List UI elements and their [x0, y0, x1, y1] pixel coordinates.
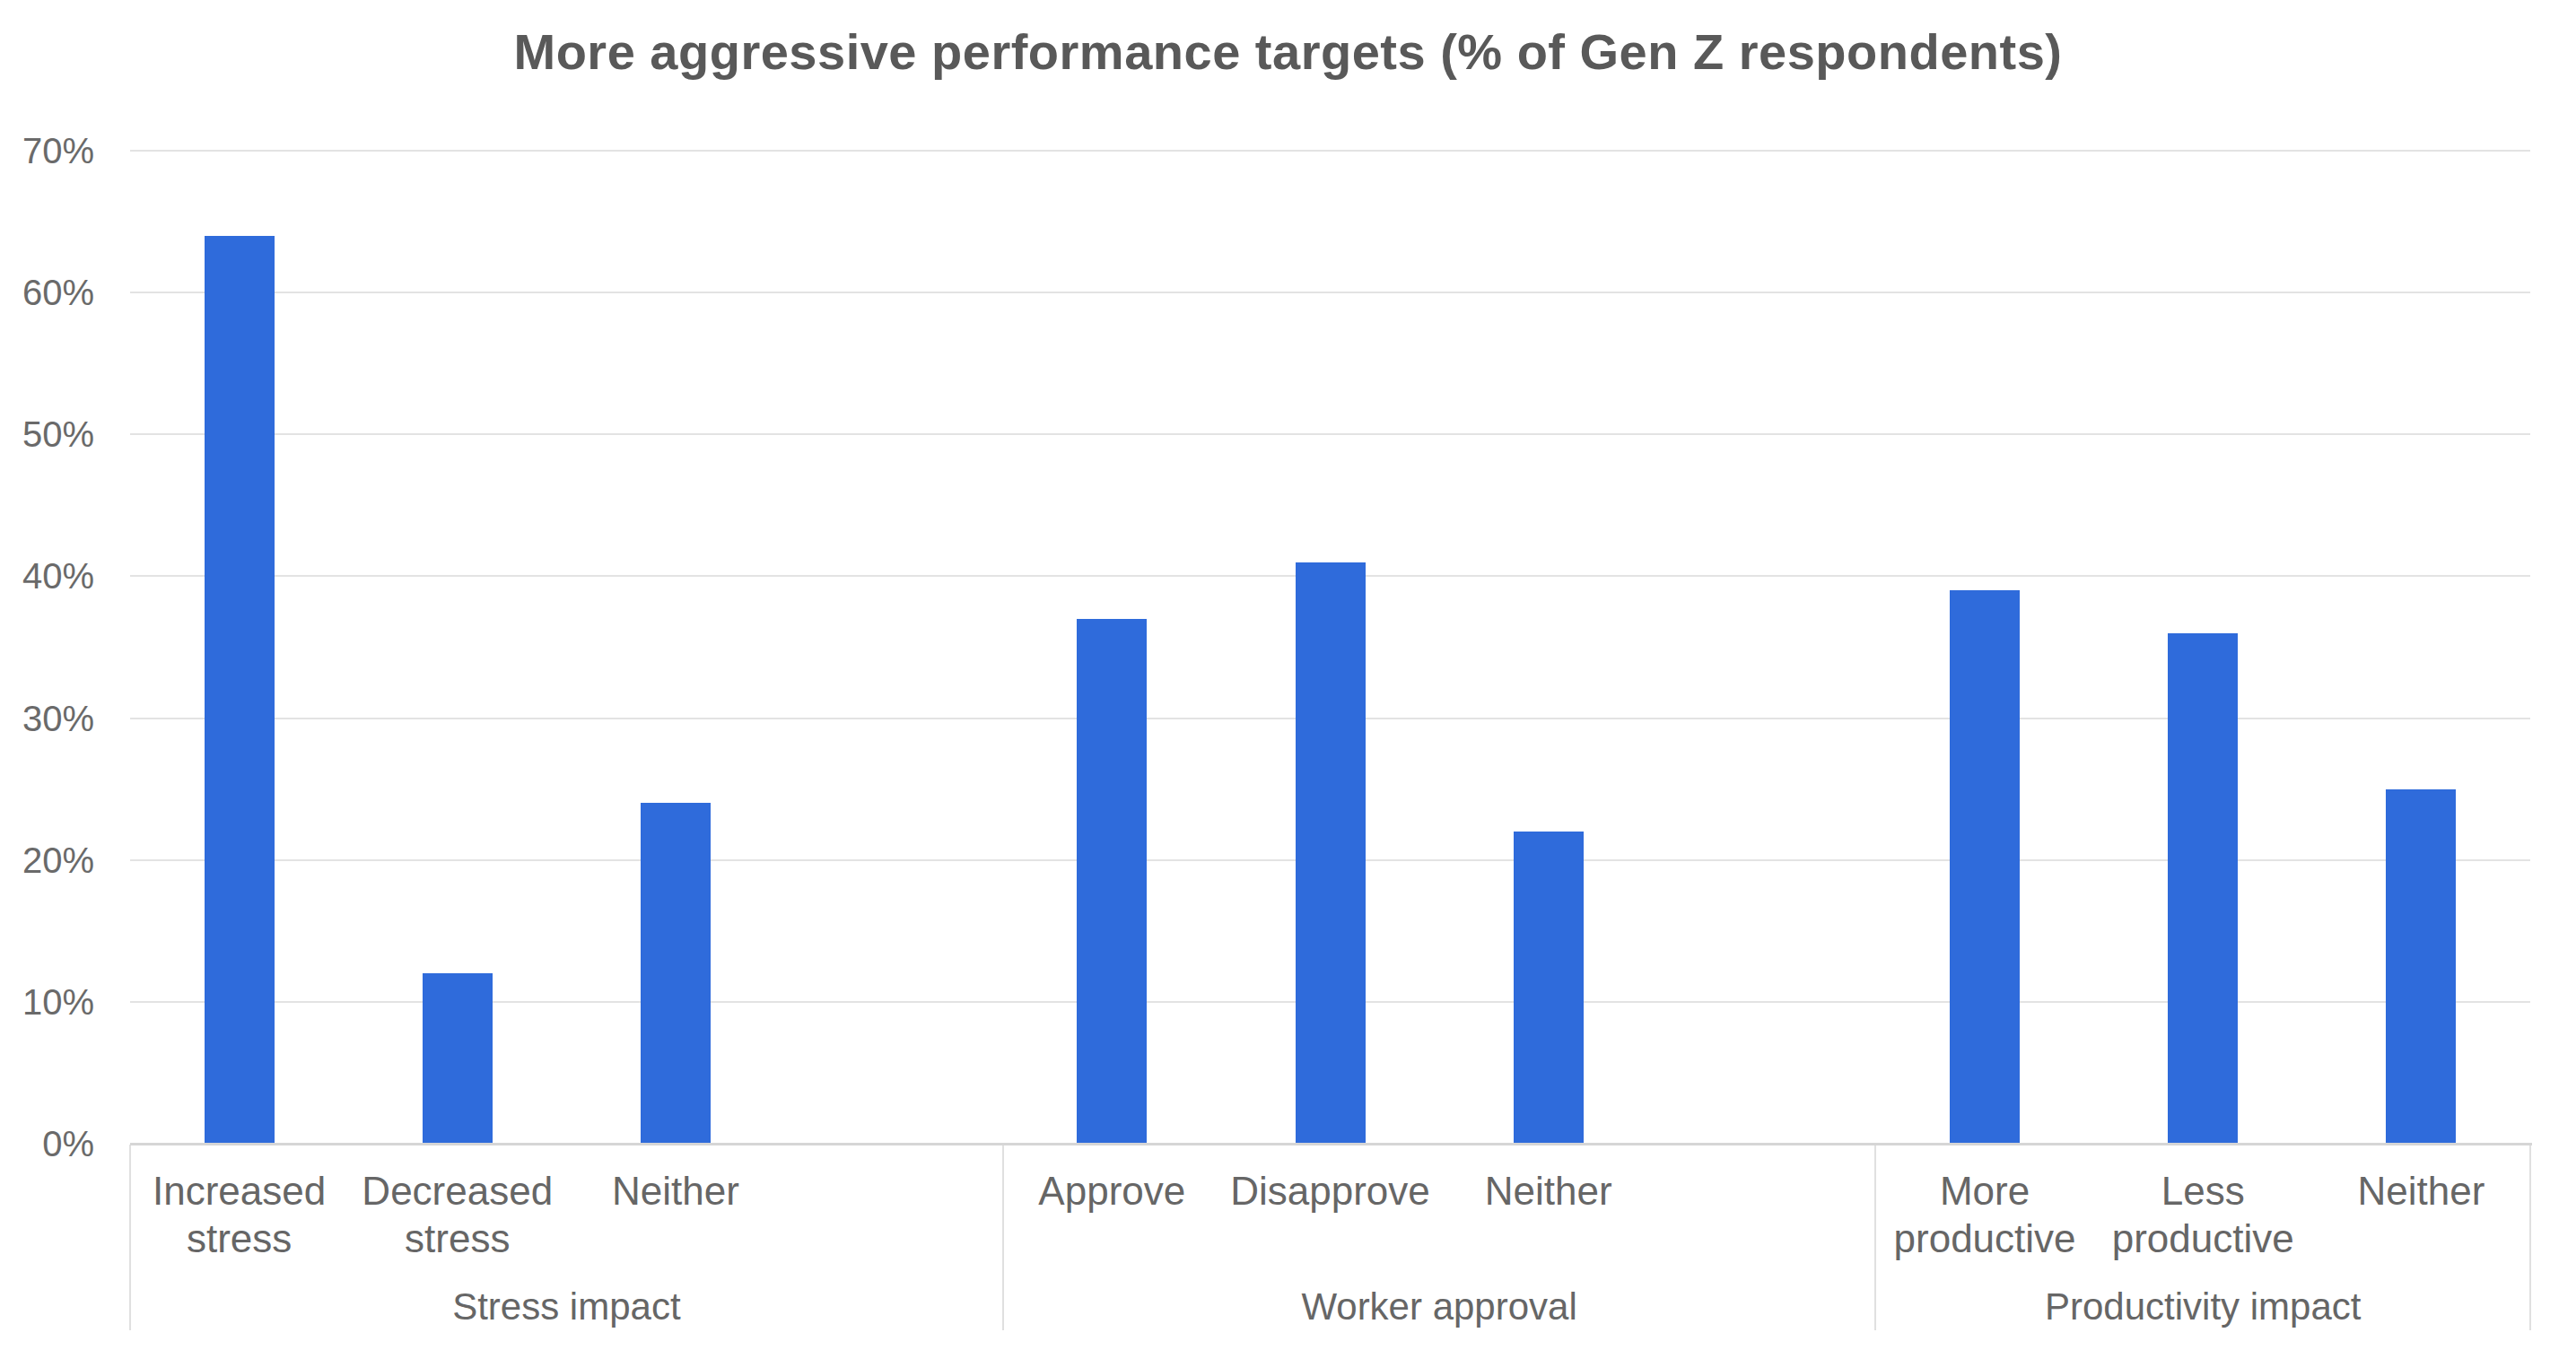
- group-divider-line: [1874, 1145, 1876, 1330]
- chart-title: More aggressive performance targets (% o…: [0, 23, 2576, 81]
- category-label: Increased stress: [130, 1167, 348, 1262]
- category-label: Less productive: [2094, 1167, 2312, 1262]
- category-label: More productive: [1875, 1167, 2093, 1262]
- category-label: Neither: [566, 1167, 784, 1215]
- bar-decreased-stress: [423, 973, 493, 1144]
- axis-right-border-line: [2529, 1145, 2531, 1330]
- x-axis-line: [130, 1143, 2532, 1145]
- bar-neither: [2386, 789, 2456, 1144]
- y-tick-label: 20%: [0, 842, 94, 878]
- y-tick-label: 30%: [0, 701, 94, 736]
- category-label: Neither: [1439, 1167, 1657, 1215]
- gridline-70: [130, 150, 2530, 152]
- gridline-50: [130, 433, 2530, 435]
- axis-left-border-line: [129, 1145, 131, 1330]
- y-tick-label: 70%: [0, 133, 94, 169]
- category-label: Decreased stress: [348, 1167, 566, 1262]
- category-label: Disapprove: [1221, 1167, 1439, 1215]
- group-label: Productivity impact: [1875, 1286, 2530, 1328]
- group-label: Worker approval: [1003, 1286, 1876, 1328]
- bar-chart: More aggressive performance targets (% o…: [0, 0, 2576, 1350]
- y-tick-label: 0%: [0, 1126, 94, 1162]
- group-divider-line: [1002, 1145, 1004, 1330]
- group-label: Stress impact: [130, 1286, 1003, 1328]
- category-label: Neither: [2312, 1167, 2530, 1215]
- y-tick-label: 50%: [0, 416, 94, 452]
- y-tick-label: 40%: [0, 558, 94, 594]
- bar-less-productive: [2168, 633, 2238, 1144]
- plot-area: [130, 151, 2530, 1144]
- y-tick-label: 60%: [0, 274, 94, 310]
- bar-increased-stress: [205, 236, 275, 1144]
- bar-disapprove: [1296, 562, 1366, 1144]
- gridline-60: [130, 292, 2530, 293]
- bar-neither: [641, 803, 711, 1144]
- bar-more-productive: [1950, 590, 2020, 1144]
- bar-neither: [1514, 832, 1584, 1144]
- y-tick-label: 10%: [0, 984, 94, 1020]
- bar-approve: [1077, 619, 1147, 1144]
- category-label: Approve: [1003, 1167, 1221, 1215]
